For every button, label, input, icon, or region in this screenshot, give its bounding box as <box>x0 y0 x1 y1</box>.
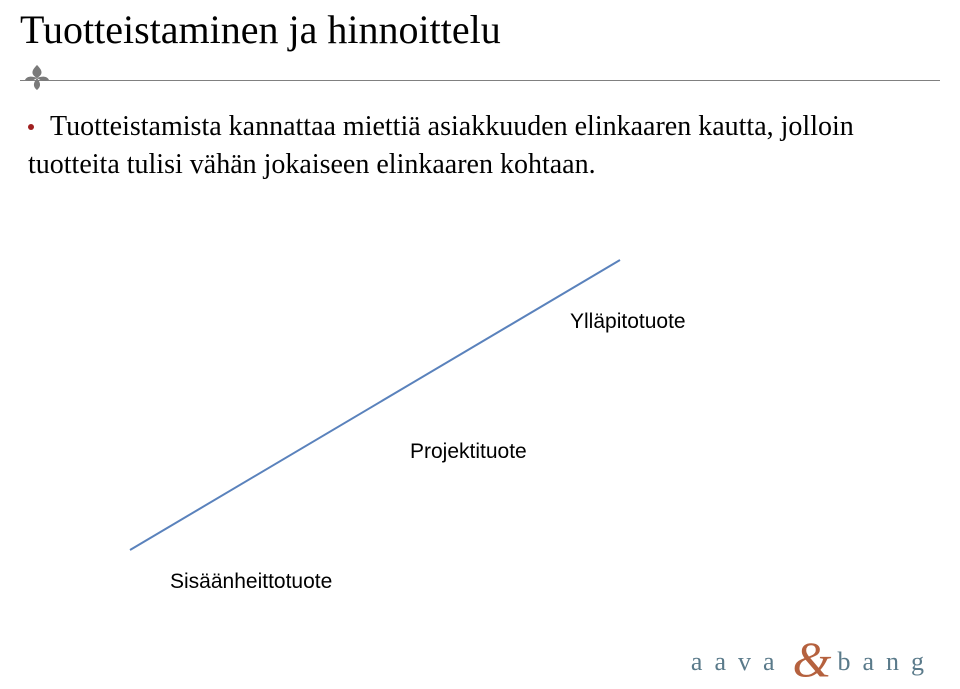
bullet-text: Tuotteistamista kannattaa miettiä asiakk… <box>28 111 854 180</box>
diagram-label: Sisäänheittotuote <box>170 570 332 594</box>
ampersand-icon: & <box>793 639 832 679</box>
logo-left-word: aava <box>691 647 787 677</box>
page-title: Tuotteistaminen ja hinnoittelu <box>20 6 501 53</box>
leaf-ornament-icon <box>22 62 52 92</box>
logo-right-word: bang <box>837 647 936 677</box>
bullet-paragraph: Tuotteistamista kannattaa miettiä asiakk… <box>28 108 920 184</box>
diagram-line <box>130 260 620 550</box>
bullet-dot-icon <box>28 124 34 130</box>
diagram-label: Ylläpitotuote <box>570 310 686 334</box>
brand-logo: aava & bang <box>691 633 936 677</box>
diagram-svg <box>100 230 740 570</box>
diagram-label: Projektituote <box>410 440 527 464</box>
lifecycle-diagram: Sisäänheittotuote Projektituote Ylläpito… <box>100 230 740 570</box>
divider-line <box>20 80 940 81</box>
